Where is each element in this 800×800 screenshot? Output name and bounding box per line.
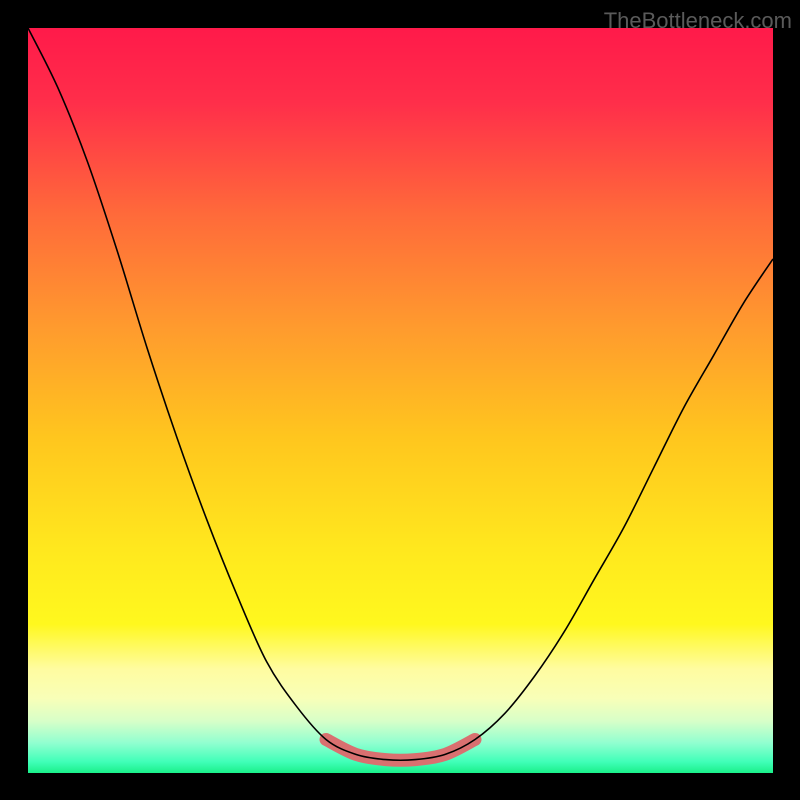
chart-svg [0, 0, 800, 800]
chart-container: TheBottleneck.com [0, 0, 800, 800]
watermark-text: TheBottleneck.com [604, 8, 792, 34]
plot-gradient-background [28, 28, 773, 773]
